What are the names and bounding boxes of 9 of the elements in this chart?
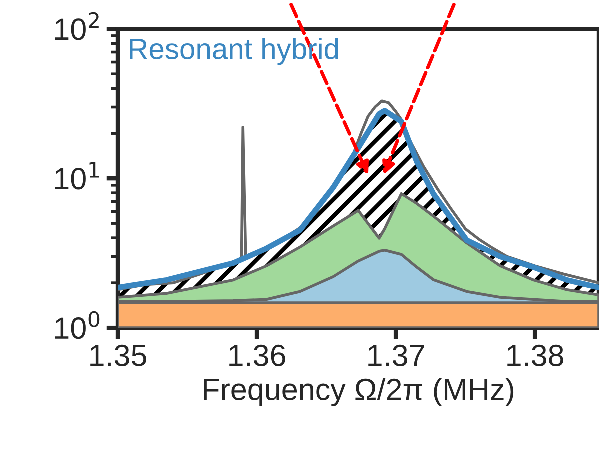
- text: Resonant hybrid: [130, 38, 338, 66]
- y-tick-label: 10$^{2}$: [55, 12, 99, 40]
- y-tick-label: 10$^{1}$: [55, 162, 100, 190]
- x-tick-label: 1.38: [508, 344, 564, 366]
- x-tick-label: 1.35: [90, 344, 146, 366]
- x-axis-title: Frequency Ω/2π (MHz): [204, 378, 514, 407]
- x-tick-label: 1.36: [230, 344, 286, 366]
- y-tick-label: 10$^{0}$: [55, 311, 100, 340]
- x-tick-label: 1.37: [368, 344, 424, 366]
